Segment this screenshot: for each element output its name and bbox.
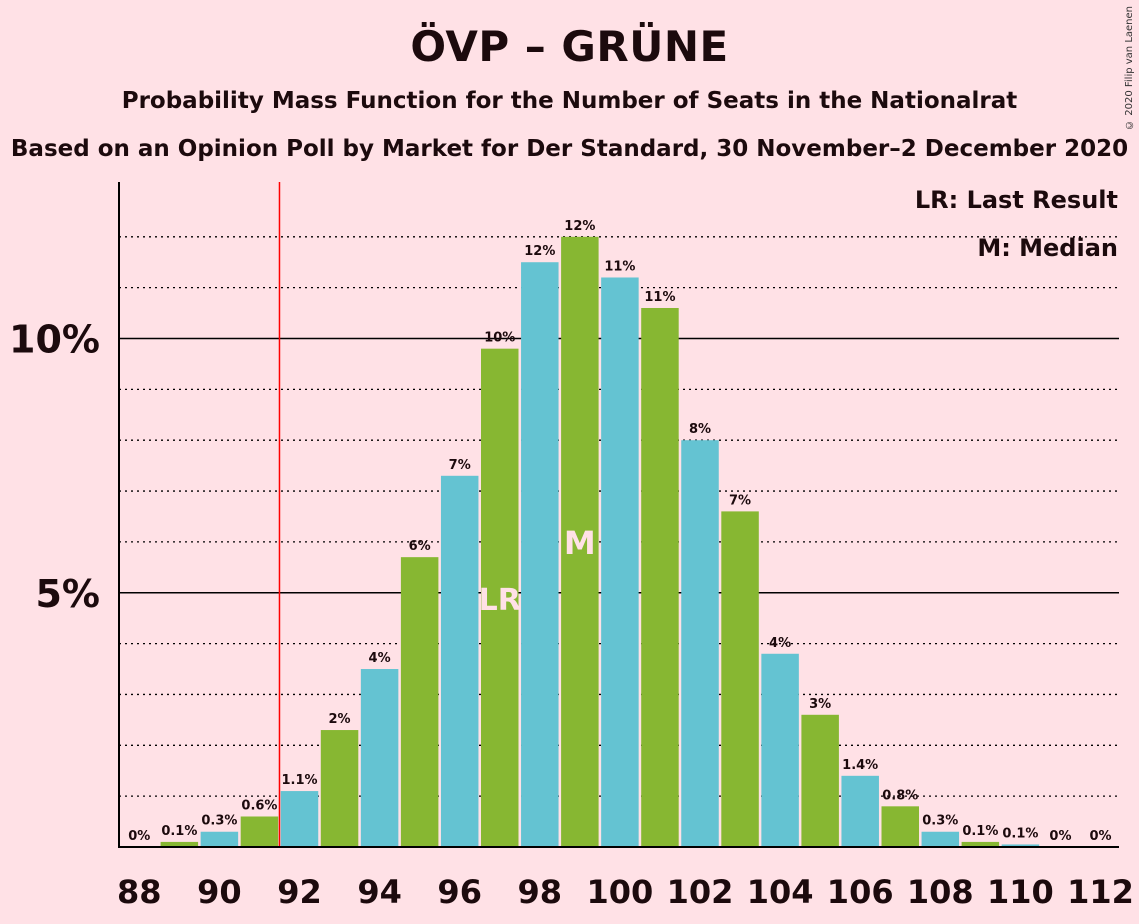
bar-seat-89 <box>160 841 199 847</box>
y-tick-label: 10% <box>9 318 100 362</box>
bar-label-99: 12% <box>564 219 595 234</box>
x-tick-label: 106 <box>827 873 894 911</box>
bar-seat-107 <box>881 806 919 847</box>
x-tick-label: 102 <box>667 873 734 911</box>
x-tick-label: 94 <box>357 873 402 911</box>
bar-seat-91 <box>240 816 279 847</box>
axes: 5% 10% 88 90 92 94 96 98 100 102 104 106 108 110 112 <box>9 182 1134 911</box>
bar-seat-94 <box>360 669 399 847</box>
bar-seat-106 <box>841 775 879 847</box>
bar-label-91: 0.6% <box>241 798 277 813</box>
legend-median: M: Median <box>977 234 1118 262</box>
bar-seat-97 <box>481 348 519 847</box>
bar-label-110: 0.1% <box>1002 826 1038 841</box>
bar-label-106: 1.4% <box>842 758 878 773</box>
x-tick-label: 96 <box>437 873 482 911</box>
legend-last-result: LR: Last Result <box>914 186 1118 214</box>
bar-seat-102 <box>681 440 719 847</box>
copyright-note: © 2020 Filip van Laenen <box>1124 6 1135 130</box>
bar-label-107: 0.8% <box>882 788 918 803</box>
bar-label-98: 12% <box>524 244 555 259</box>
bar-label-105: 3% <box>809 697 831 712</box>
bar-label-111: 0% <box>1049 829 1071 844</box>
bar-label-89: 0.1% <box>161 824 197 839</box>
bar-seat-101 <box>641 307 679 847</box>
x-tick-label: 92 <box>277 873 322 911</box>
bar-seat-109 <box>961 841 1000 847</box>
bar-label-102: 8% <box>689 422 711 437</box>
bar-seat-92 <box>280 791 319 847</box>
bar-label-94: 4% <box>369 651 391 666</box>
bar-label-97: 10% <box>484 331 515 346</box>
y-tick-label: 5% <box>35 572 100 616</box>
x-tick-label: 90 <box>197 873 242 911</box>
bar-label-93: 2% <box>329 712 351 727</box>
bar-seat-104 <box>761 653 799 847</box>
bar-label-103: 7% <box>729 493 751 508</box>
median-marker: M <box>564 524 596 562</box>
bar-label-95: 6% <box>409 539 431 554</box>
x-tick-label: 110 <box>987 873 1054 911</box>
x-tick-label: 98 <box>518 873 563 911</box>
x-tick-label: 112 <box>1067 873 1134 911</box>
bar-label-108: 0.3% <box>922 814 958 829</box>
bar-label-101: 11% <box>644 290 675 305</box>
bar-seat-95 <box>400 557 439 847</box>
bar-label-100: 11% <box>604 259 635 274</box>
bars: 0% 0.1% 0.3% 0.6% 1.1% 2% 4% 6% 7% 10% 12% 12% 11% 11… <box>128 219 1112 848</box>
bar-seat-99 <box>561 236 599 848</box>
bar-label-92: 1.1% <box>281 773 317 788</box>
chart-subtitle-poll: Based on an Opinion Poll by Market for D… <box>10 136 1129 162</box>
bar-seat-105 <box>801 714 839 847</box>
last-result-marker: LR <box>479 583 521 618</box>
x-tick-label: 88 <box>117 873 162 911</box>
bar-label-90: 0.3% <box>201 814 237 829</box>
bar-label-112: 0% <box>1089 829 1111 844</box>
x-tick-label: 104 <box>747 873 814 911</box>
bar-seat-108 <box>921 831 960 847</box>
bar-seat-103 <box>721 511 759 847</box>
bar-seat-93 <box>320 730 359 847</box>
bar-seat-90 <box>200 831 239 847</box>
bar-seat-100 <box>601 277 639 848</box>
overlay: LR M <box>278 182 596 847</box>
bar-seat-98 <box>521 262 559 848</box>
x-tick-label: 108 <box>907 873 974 911</box>
bar-seat-96 <box>440 475 479 847</box>
bar-label-109: 0.1% <box>962 824 998 839</box>
bar-seat-110 <box>1001 844 1040 847</box>
bar-label-104: 4% <box>769 636 791 651</box>
chart-subtitle: Probability Mass Function for the Number… <box>121 88 1018 114</box>
bar-label-88: 0% <box>128 829 150 844</box>
x-tick-label: 100 <box>587 873 654 911</box>
chart-title: ÖVP – GRÜNE <box>410 22 729 71</box>
bar-label-96: 7% <box>449 458 471 473</box>
